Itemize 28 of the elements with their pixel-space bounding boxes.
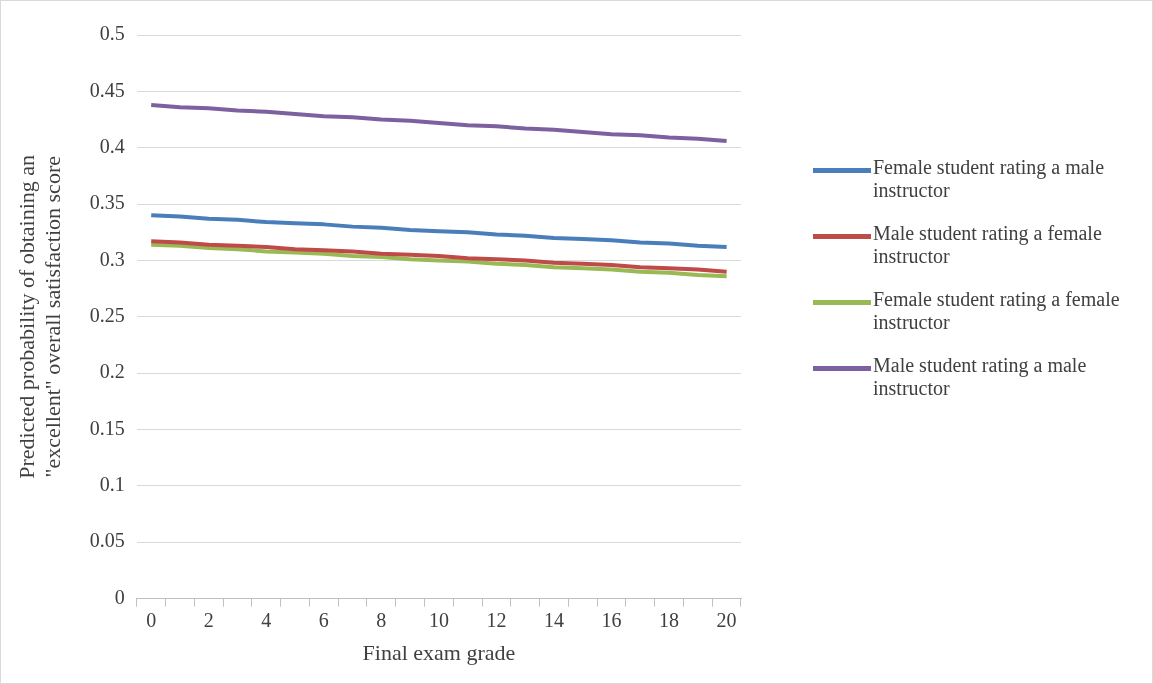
y-axis-title: Predicted probability of obtaining an "excellent" overall satisfaction score — [13, 154, 66, 479]
y-tick-label: 0.05 — [89, 529, 125, 552]
legend-label: Female student rating a male instructor — [873, 156, 1106, 202]
y-tick-label: 0.45 — [89, 78, 125, 101]
x-tick-label: 2 — [203, 608, 214, 631]
x-tick-label: 20 — [716, 608, 737, 631]
y-tick-label: 0.1 — [99, 473, 125, 496]
legend-label: Male student rating a female instructor — [873, 222, 1103, 268]
y-tick-label: 0.4 — [99, 134, 125, 157]
x-tick-label: 14 — [543, 608, 564, 631]
legend-label: Female student rating a female instructor — [873, 288, 1121, 334]
x-tick-label: 12 — [486, 608, 507, 631]
y-tick-label: 0.3 — [99, 247, 125, 270]
y-tick-label: 0.15 — [89, 416, 125, 439]
y-tick-label: 0 — [114, 585, 125, 608]
y-tick-label: 0.2 — [99, 360, 125, 383]
y-tick-label: 0.35 — [89, 191, 125, 214]
x-tick-label: 16 — [601, 608, 622, 631]
x-tick-label: 0 — [146, 608, 157, 631]
x-tick-label: 10 — [428, 608, 449, 631]
x-tick-label: 18 — [659, 608, 680, 631]
y-tick-label: 0.5 — [99, 22, 125, 45]
x-tick-label: 4 — [261, 608, 272, 631]
x-tick-label: 6 — [318, 608, 329, 631]
x-axis-title: Final exam grade — [362, 639, 516, 665]
legend-label: Male student rating a male instructor — [873, 354, 1088, 400]
y-tick-label: 0.25 — [89, 304, 125, 327]
x-tick-label: 8 — [376, 608, 387, 631]
